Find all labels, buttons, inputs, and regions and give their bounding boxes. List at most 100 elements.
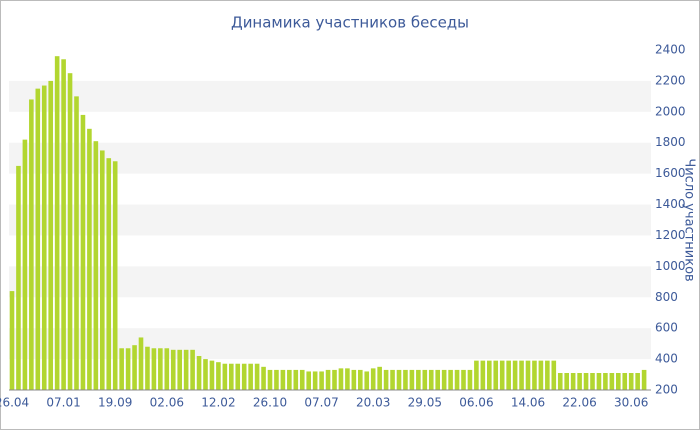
bar <box>138 337 144 390</box>
grid-band <box>9 142 651 174</box>
bar <box>525 360 531 390</box>
bar <box>532 360 537 390</box>
bar <box>435 369 440 390</box>
bar <box>551 360 557 390</box>
bar <box>22 139 28 390</box>
bar <box>16 165 21 390</box>
bar <box>54 56 60 390</box>
bar <box>519 360 524 390</box>
grid-band <box>9 80 651 112</box>
bar <box>170 349 176 390</box>
bar <box>338 368 344 390</box>
x-tick-label: 29.05 <box>408 396 442 410</box>
bar <box>293 369 299 390</box>
bar <box>512 360 518 390</box>
bar <box>487 360 492 390</box>
y-tick-label: 1000 <box>655 259 686 273</box>
bar <box>474 360 479 390</box>
bar <box>493 360 499 390</box>
x-tick-label: 07.07 <box>304 396 338 410</box>
bar <box>209 360 215 390</box>
grid-band <box>9 204 651 236</box>
bar <box>358 369 363 390</box>
bar <box>635 373 640 390</box>
bar <box>9 291 15 390</box>
bar <box>428 369 434 390</box>
bar <box>403 369 408 390</box>
bar <box>467 369 473 390</box>
y-tick-label: 800 <box>655 290 678 304</box>
bar <box>557 373 563 390</box>
bar <box>545 360 550 390</box>
x-tick-label: 12.02 <box>201 396 235 410</box>
x-tick-label: 19.09 <box>98 396 132 410</box>
bar <box>216 362 221 390</box>
bar <box>628 373 634 390</box>
bar <box>145 346 150 390</box>
bar <box>441 369 447 390</box>
x-tick-label: 20.03 <box>356 396 390 410</box>
bar <box>306 371 311 390</box>
bar <box>583 373 589 390</box>
bar <box>448 369 453 390</box>
x-tick-label: 26.10 <box>253 396 287 410</box>
x-tick-label: 14.06 <box>511 396 545 410</box>
bar <box>100 150 105 390</box>
y-tick-label: 1400 <box>655 197 686 211</box>
bar <box>254 363 260 390</box>
y-tick-label: 2400 <box>655 43 686 57</box>
bar <box>299 369 305 390</box>
y-tick-label: 1200 <box>655 228 686 242</box>
bar <box>80 114 86 390</box>
bar <box>183 349 189 390</box>
y-tick-label: 200 <box>655 383 678 397</box>
x-tick-label: 06.06 <box>459 396 493 410</box>
bar <box>603 373 608 390</box>
bar <box>119 348 124 390</box>
bar <box>196 356 202 390</box>
bar <box>364 371 370 390</box>
y-tick-label: 1800 <box>655 135 686 149</box>
y-tick-label: 600 <box>655 321 678 335</box>
bar <box>564 373 569 390</box>
x-tick-label: 30.06 <box>614 396 648 410</box>
bar <box>164 348 170 390</box>
bar <box>383 369 389 390</box>
bar <box>229 363 234 390</box>
bar <box>570 373 576 390</box>
bar <box>241 363 247 390</box>
bar <box>345 368 350 390</box>
bar <box>480 360 486 390</box>
bar <box>261 366 266 390</box>
bar <box>590 373 595 390</box>
bar <box>390 369 395 390</box>
y-tick-label: 2200 <box>655 73 686 87</box>
bar <box>454 369 460 390</box>
y-tick-label: 1600 <box>655 166 686 180</box>
bar <box>274 369 279 390</box>
bar <box>616 373 621 390</box>
bar <box>267 369 273 390</box>
bar <box>609 373 615 390</box>
x-tick-label: 02.06 <box>150 396 184 410</box>
bar <box>461 369 466 390</box>
bar <box>319 371 324 390</box>
bar <box>351 369 357 390</box>
y-tick-label: 2000 <box>655 104 686 118</box>
bar <box>577 373 582 390</box>
bar <box>67 73 73 390</box>
bar <box>61 59 66 390</box>
x-tick-label: 07.01 <box>46 396 80 410</box>
bar <box>416 369 421 390</box>
bar <box>538 360 544 390</box>
bar <box>622 373 628 390</box>
bar <box>132 345 137 390</box>
bar <box>93 141 99 390</box>
y-tick-label: 400 <box>655 352 678 366</box>
bar <box>29 99 34 391</box>
y-axis-title: Число участников <box>682 158 697 281</box>
bar <box>332 369 337 390</box>
bar <box>506 360 511 390</box>
bar <box>325 369 331 390</box>
bar <box>35 88 41 391</box>
